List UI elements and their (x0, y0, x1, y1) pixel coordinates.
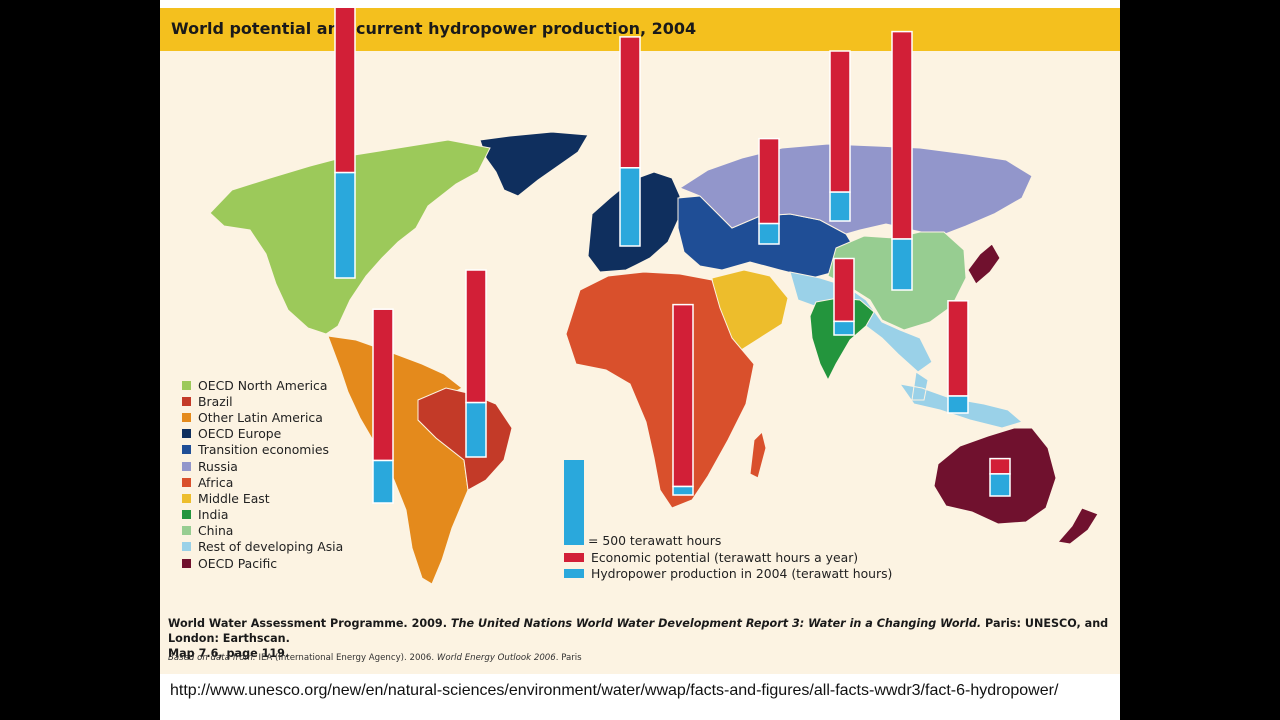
citation-page: Map 7.6, page 119. (168, 647, 290, 660)
legend-label: Middle East (198, 490, 270, 506)
legend-label: OECD North America (198, 377, 328, 393)
key-row-production: Hydropower production in 2004 (terawatt … (564, 566, 892, 581)
legend-swatch (182, 461, 191, 471)
legend-item: Middle East (182, 490, 343, 506)
key-scale-bar (564, 460, 584, 545)
region-other-latin-america (327, 335, 469, 585)
bar-potential-africa (672, 303, 694, 488)
citation-report-title: The United Nations World Water Developme… (450, 617, 982, 630)
bar-production-oecd-pacific (989, 473, 1011, 497)
bar-potential-brazil (465, 269, 487, 404)
bar-potential-oecd-north-america (334, 8, 356, 174)
bar-potential-other-latin-america (372, 308, 394, 462)
world-map (209, 8, 1099, 585)
region-rest-developing-asia (789, 271, 1024, 429)
slide: World potential and current hydropower p… (160, 0, 1120, 720)
legend-item: Transition economies (182, 442, 343, 458)
bar-potential-oecd-pacific (989, 457, 1011, 475)
legend-item: Rest of developing Asia (182, 539, 343, 555)
source-note-prefix: Based on data from: (168, 653, 256, 663)
legend-swatch (182, 412, 191, 422)
legend-label: Brazil (198, 393, 233, 409)
legend-label: China (198, 523, 234, 539)
key-scale-label: = 500 terawatt hours (588, 533, 722, 548)
legend-item: OECD North America (182, 377, 343, 393)
legend-swatch (182, 380, 191, 390)
bar-production-other-latin-america (372, 459, 394, 504)
bar-production-oecd-europe (619, 167, 641, 247)
map-title: World potential and current hydropower p… (171, 19, 697, 38)
bar-production-transition-economies (758, 222, 780, 245)
key-row-potential: Economic potential (terawatt hours a yea… (564, 550, 858, 565)
legend-swatch (182, 558, 191, 568)
map-figure: World potential and current hydropower p… (160, 8, 1120, 674)
legend-label: OECD Pacific (198, 555, 278, 571)
region-oecd-pacific (933, 243, 1099, 545)
key-swatch-production (564, 569, 584, 578)
legend-swatch (182, 493, 191, 503)
source-note: Based on data from: IEA (International E… (168, 653, 582, 663)
bar-production-india (833, 320, 855, 336)
legend: OECD North America Brazil Other Latin Amer… (182, 377, 343, 571)
legend-swatch (182, 396, 191, 406)
legend-swatch (182, 510, 191, 520)
bar-potential-oecd-europe (619, 36, 641, 169)
key-label-production: Hydropower production in 2004 (terawatt … (591, 566, 893, 581)
legend-item: China (182, 523, 343, 539)
legend-item: OECD Pacific (182, 555, 343, 571)
region-africa (565, 271, 755, 509)
legend-label: Russia (198, 458, 238, 474)
legend-item: Other Latin America (182, 409, 343, 425)
legend-label: Africa (198, 474, 234, 490)
legend-item: India (182, 507, 343, 523)
bar-production-russia (829, 191, 851, 222)
legend-swatch (182, 445, 191, 455)
legend-item: Brazil (182, 393, 343, 409)
bar-potential-china (891, 30, 913, 240)
legend-item: OECD Europe (182, 426, 343, 442)
source-note-text: IEA (International Energy Agency). 2006. (255, 653, 437, 663)
legend-label: Rest of developing Asia (198, 539, 344, 555)
region-russia (678, 143, 1033, 237)
legend-label: Other Latin America (198, 409, 323, 425)
region-india (809, 297, 875, 382)
key-swatch-potential (564, 553, 584, 562)
bar-potential-india (833, 257, 855, 323)
source-note-suffix: . Paris (555, 653, 582, 663)
key-label-potential: Economic potential (terawatt hours a yea… (591, 550, 859, 565)
legend-swatch (182, 429, 191, 439)
legend-swatch (182, 526, 191, 536)
bar-production-rest-of-developing-asia (947, 395, 969, 414)
region-greenland (479, 131, 589, 197)
legend-swatch (182, 542, 191, 552)
citation-pre: World Water Assessment Programme. 2009. (168, 617, 451, 630)
bar-production-oecd-north-america (334, 171, 356, 279)
legend-label: Transition economies (198, 442, 329, 458)
region-madagascar (749, 431, 767, 479)
legend-item: Africa (182, 474, 343, 490)
bar-production-china (891, 238, 913, 291)
bar-potential-transition-economies (758, 137, 780, 225)
legend-label: OECD Europe (198, 426, 282, 442)
citation: World Water Assessment Programme. 2009. … (168, 616, 1118, 661)
bar-production-africa (672, 485, 694, 496)
source-note-italic: World Energy Outlook 2006 (436, 653, 556, 663)
citation-post: Paris: UNESCO, and London: Earthscan. (168, 617, 1109, 645)
legend-swatch (182, 477, 191, 487)
legend-item: Russia (182, 458, 343, 474)
bar-potential-rest-of-developing-asia (947, 300, 969, 397)
bar-potential-russia (829, 50, 851, 193)
source-url[interactable]: http://www.unesco.org/new/en/natural-sci… (170, 682, 1059, 699)
legend-label: India (198, 507, 229, 523)
bar-production-brazil (465, 401, 487, 458)
